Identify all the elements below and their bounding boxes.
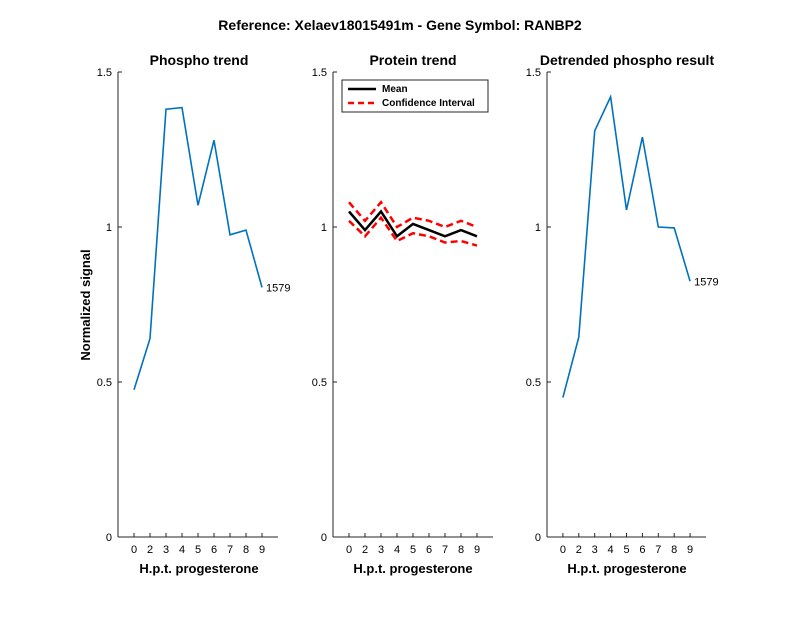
x-axis-label: H.p.t. progesterone	[567, 561, 686, 576]
series-line-0	[348, 209, 478, 239]
y-tick-label: 1	[321, 222, 327, 234]
y-tick-label: 0	[321, 532, 327, 544]
x-tick-label: 9	[687, 544, 693, 556]
x-tick-label: 6	[426, 544, 432, 556]
y-tick-label: 1	[106, 222, 112, 234]
panel-title: Detrended phospho result	[540, 52, 715, 68]
panel-title: Protein trend	[369, 52, 456, 68]
legend-box	[341, 79, 489, 113]
y-tick-label: 0.5	[526, 377, 541, 389]
figure-title: Reference: Xelaev18015491m - Gene Symbol…	[218, 17, 582, 33]
legend-label-ci: Confidence Interval	[382, 98, 475, 109]
x-tick-label: 4	[394, 544, 400, 556]
x-tick-label: 6	[639, 544, 645, 556]
x-tick-label: 6	[211, 544, 217, 556]
x-tick-label: 9	[474, 544, 480, 556]
x-tick-label: 8	[243, 544, 249, 556]
x-tick-label: 3	[163, 544, 169, 556]
annotation-label: 1579	[694, 276, 718, 288]
x-tick-label: 3	[592, 544, 598, 556]
panel-phospho-trend: Phospho trend H.p.t. progesterone Normal…	[78, 52, 290, 576]
x-axis-label: H.p.t. progesterone	[139, 561, 258, 576]
y-tick-label: 0	[106, 532, 112, 544]
series-line-0	[133, 106, 263, 391]
x-tick-label: 8	[671, 544, 677, 556]
y-tick-label: 1.5	[312, 67, 327, 79]
x-tick-label: 9	[259, 544, 265, 556]
x-tick-label: 2	[576, 544, 582, 556]
panel-title: Phospho trend	[150, 52, 249, 68]
x-tick-label: 5	[410, 544, 416, 556]
y-tick-label: 1.5	[526, 67, 541, 79]
plot-area: 00.511.50 2 3 4 5 6 7 8 9	[312, 67, 493, 556]
x-tick-label: 5	[623, 544, 629, 556]
x-tick-label: 3	[378, 544, 384, 556]
y-tick-label: 0.5	[312, 377, 327, 389]
legend-label-mean: Mean	[382, 84, 408, 95]
legend: Mean Confidence Interval	[341, 79, 489, 113]
y-tick-label: 1.5	[97, 67, 112, 79]
x-tick-label: 0	[346, 544, 352, 556]
series-line-0	[562, 94, 691, 398]
y-tick-label: 1	[535, 222, 541, 234]
x-axis-label: H.p.t. progesterone	[353, 561, 472, 576]
x-tick-label: 7	[655, 544, 661, 556]
x-tick-label: 2	[147, 544, 153, 556]
x-tick-label: 7	[227, 544, 233, 556]
y-axis-label: Normalized signal	[78, 249, 93, 360]
y-tick-label: 0	[535, 532, 541, 544]
annotation-label: 1579	[266, 282, 290, 294]
x-tick-label: 4	[608, 544, 614, 556]
x-tick-label: 0	[131, 544, 137, 556]
series-line-2	[348, 215, 478, 247]
x-tick-label: 2	[362, 544, 368, 556]
x-tick-label: 5	[195, 544, 201, 556]
x-tick-label: 4	[179, 544, 185, 556]
x-tick-label: 0	[560, 544, 566, 556]
panel-protein-trend: Protein trend H.p.t. progesterone 0 0.5 1 1…	[312, 52, 493, 576]
y-tick-label: 0.5	[97, 377, 112, 389]
panel-detrended-phospho: Detrended phospho result H.p.t. progeste…	[526, 52, 719, 576]
x-tick-label: 8	[458, 544, 464, 556]
x-tick-label: 7	[442, 544, 448, 556]
